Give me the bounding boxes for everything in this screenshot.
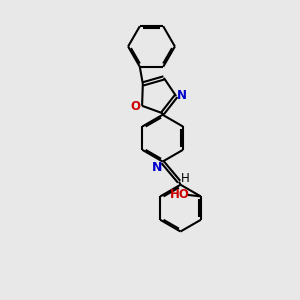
Text: HO: HO	[170, 188, 190, 201]
Text: O: O	[130, 100, 140, 113]
Text: H: H	[181, 172, 190, 184]
Text: N: N	[177, 89, 187, 102]
Text: N: N	[152, 161, 162, 174]
